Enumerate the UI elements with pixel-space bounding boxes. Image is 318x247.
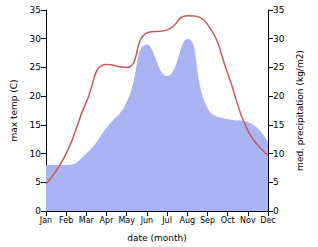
- svg-text:Mar: Mar: [79, 216, 95, 225]
- svg-text:date (month): date (month): [127, 233, 186, 243]
- svg-text:15: 15: [273, 120, 284, 130]
- svg-text:Jul: Jul: [161, 216, 172, 225]
- svg-text:30: 30: [273, 34, 285, 44]
- svg-text:15: 15: [30, 120, 41, 130]
- svg-text:5: 5: [35, 177, 41, 187]
- svg-text:0: 0: [35, 206, 41, 216]
- svg-text:May: May: [118, 216, 135, 225]
- svg-text:Apr: Apr: [100, 216, 115, 225]
- svg-text:30: 30: [30, 34, 42, 44]
- svg-text:Aug: Aug: [179, 216, 195, 225]
- svg-text:Oct: Oct: [221, 216, 235, 225]
- svg-text:0: 0: [273, 206, 279, 216]
- svg-text:Nov: Nov: [240, 216, 256, 225]
- svg-text:Sep: Sep: [200, 216, 215, 225]
- svg-text:max temp (C): max temp (C): [9, 79, 19, 141]
- svg-text:med. precipitation (kg/m2): med. precipitation (kg/m2): [295, 50, 305, 171]
- svg-text:25: 25: [273, 62, 284, 72]
- svg-text:25: 25: [30, 62, 41, 72]
- svg-text:Jun: Jun: [140, 216, 154, 225]
- svg-text:10: 10: [273, 149, 285, 159]
- svg-text:20: 20: [273, 91, 285, 101]
- svg-text:Dec: Dec: [260, 216, 275, 225]
- svg-text:10: 10: [30, 149, 42, 159]
- svg-text:Jan: Jan: [39, 216, 52, 225]
- svg-text:20: 20: [30, 91, 42, 101]
- svg-text:35: 35: [273, 5, 284, 15]
- svg-text:Feb: Feb: [59, 216, 73, 225]
- svg-text:35: 35: [30, 5, 41, 15]
- svg-text:5: 5: [273, 177, 279, 187]
